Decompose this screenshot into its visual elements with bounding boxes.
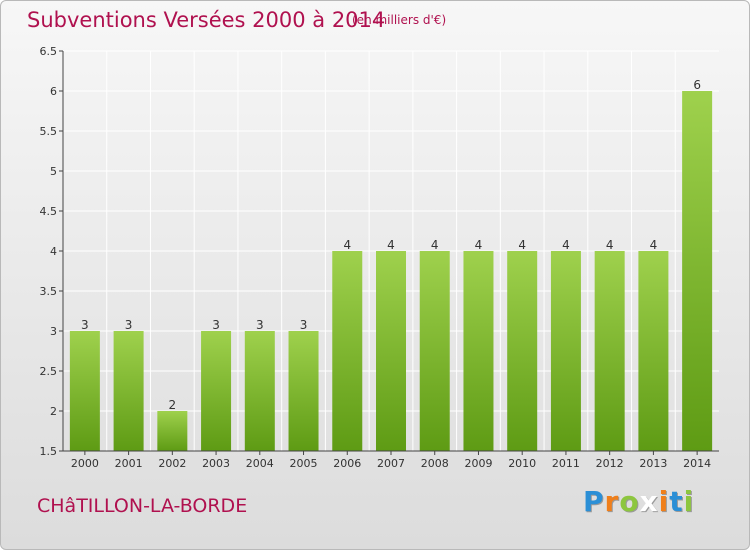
y-tick-label: 3 — [50, 325, 57, 338]
y-tick-label: 3.5 — [40, 285, 58, 298]
x-tick-label: 2010 — [508, 457, 536, 470]
bar-2007 — [376, 251, 406, 451]
y-tick-label: 6 — [50, 85, 57, 98]
x-tick-label: 2007 — [377, 457, 405, 470]
y-tick-label: 5.5 — [40, 125, 58, 138]
data-label: 4 — [650, 238, 658, 252]
x-tick-label: 2011 — [552, 457, 580, 470]
logo-letter: r — [604, 485, 620, 518]
data-label: 3 — [300, 318, 308, 332]
bar-2002 — [157, 411, 188, 451]
x-tick-label: 2012 — [596, 457, 624, 470]
bars — [69, 91, 713, 451]
bar-2009 — [463, 251, 494, 451]
x-tick-label: 2000 — [71, 457, 99, 470]
x-tick-label: 2013 — [639, 457, 667, 470]
logo-letter: i — [658, 485, 670, 518]
x-tick-label: 2005 — [290, 457, 318, 470]
bar-2004 — [244, 331, 275, 451]
y-tick-label: 4 — [50, 245, 57, 258]
bar-2000 — [69, 331, 100, 451]
x-tick-label: 2006 — [333, 457, 361, 470]
data-label: 4 — [343, 238, 351, 252]
data-label: 4 — [475, 238, 483, 252]
y-tick-label: 2.5 — [40, 365, 58, 378]
chart-unit: (en milliers d'€) — [352, 13, 447, 27]
data-label: 3 — [256, 318, 264, 332]
y-tick-label: 2 — [50, 405, 57, 418]
x-tick-label: 2001 — [115, 457, 143, 470]
bar-2001 — [113, 331, 144, 451]
y-tick-label: 5 — [50, 165, 57, 178]
data-label: 2 — [169, 398, 177, 412]
data-label: 4 — [606, 238, 614, 252]
data-label: 6 — [693, 78, 701, 92]
y-tick-label: 6.5 — [40, 45, 58, 58]
x-tick-label: 2009 — [464, 457, 492, 470]
x-tick-label: 2014 — [683, 457, 711, 470]
x-tick-label: 2008 — [421, 457, 449, 470]
bar-2011 — [550, 251, 581, 451]
data-label: 3 — [125, 318, 133, 332]
bar-2003 — [201, 331, 232, 451]
labels: 1.5 2 2.5 3 3.5 4 4.5 5 5.5 6 6.5 3 2000 3 2001 2 2002 3 2… — [40, 45, 712, 470]
bar-2014 — [682, 91, 713, 451]
y-tick-label: 1.5 — [40, 445, 58, 458]
data-label: 3 — [81, 318, 89, 332]
proxiti-logo: Proxiti — [583, 485, 694, 518]
bar-2012 — [594, 251, 625, 451]
bar-2010 — [507, 251, 538, 451]
chart-title: Subventions Versées 2000 à 2014 — [27, 8, 386, 32]
x-tick-label: 2003 — [202, 457, 230, 470]
data-label: 4 — [518, 238, 526, 252]
data-label: 4 — [562, 238, 570, 252]
axes — [59, 50, 719, 455]
logo-letter: i — [683, 485, 695, 518]
bar-2008 — [419, 251, 450, 451]
x-tick-label: 2004 — [246, 457, 274, 470]
logo-letter: o — [619, 485, 640, 518]
bar-2005 — [288, 331, 319, 451]
bar-2013 — [638, 251, 669, 451]
x-tick-label: 2002 — [158, 457, 186, 470]
y-tick-label: 4.5 — [40, 205, 58, 218]
logo-letter: t — [669, 485, 684, 518]
bar-2006 — [332, 251, 363, 451]
logo-letter: x — [639, 485, 659, 518]
data-label: 4 — [431, 238, 439, 252]
logo-letter: P — [583, 485, 605, 518]
data-label: 4 — [387, 238, 395, 252]
data-label: 3 — [212, 318, 220, 332]
town-name: CHâTILLON-LA-BORDE — [37, 495, 248, 517]
